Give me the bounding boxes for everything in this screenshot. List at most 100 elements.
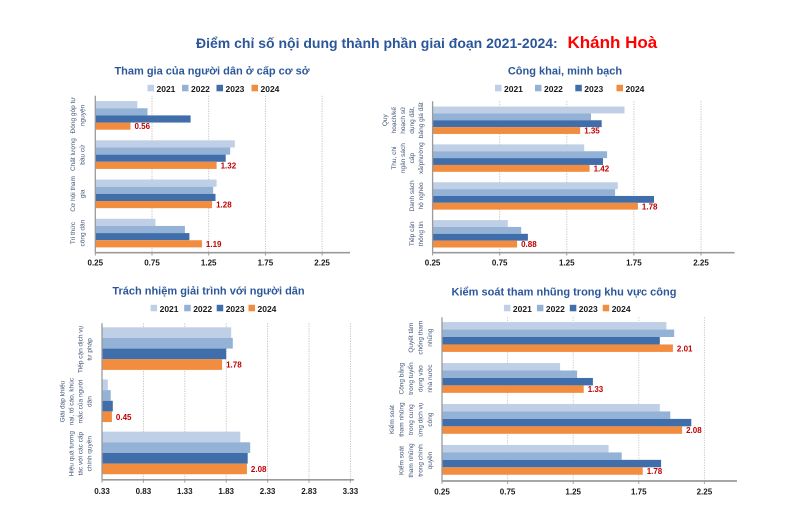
svg-text:0.83: 0.83 bbox=[136, 487, 152, 496]
svg-text:1.25: 1.25 bbox=[559, 259, 575, 268]
svg-text:2023: 2023 bbox=[584, 84, 603, 94]
svg-text:1.35: 1.35 bbox=[584, 127, 600, 136]
svg-text:nhà nước: nhà nước bbox=[427, 364, 434, 393]
svg-text:2.25: 2.25 bbox=[697, 487, 713, 496]
svg-text:nhũng: nhũng bbox=[427, 328, 434, 346]
svg-text:0.25: 0.25 bbox=[434, 487, 450, 496]
svg-text:nại, tố cáo, khúc: nại, tố cáo, khúc bbox=[67, 377, 76, 425]
svg-text:Tiếp cận: Tiếp cận bbox=[407, 221, 416, 246]
svg-text:nguyện: nguyện bbox=[80, 104, 87, 126]
svg-text:trong tuyển: trong tuyển bbox=[407, 362, 415, 395]
svg-text:1.33: 1.33 bbox=[177, 487, 193, 496]
svg-text:tác với các cấp: tác với các cấp bbox=[76, 431, 85, 475]
svg-text:0.56: 0.56 bbox=[135, 122, 151, 131]
svg-text:1.83: 1.83 bbox=[218, 487, 234, 496]
svg-text:1.33: 1.33 bbox=[588, 385, 604, 394]
svg-text:Tham gia của người dân ở cấp c: Tham gia của người dân ở cấp cơ sở bbox=[114, 66, 309, 78]
svg-text:Thu, chi: Thu, chi bbox=[391, 147, 398, 170]
svg-text:trong cung: trong cung bbox=[408, 404, 415, 435]
svg-text:gia: gia bbox=[80, 189, 87, 198]
svg-text:thông tin: thông tin bbox=[418, 221, 425, 246]
svg-text:1.25: 1.25 bbox=[201, 259, 217, 268]
svg-text:hộ nghèo: hộ nghèo bbox=[418, 182, 425, 209]
svg-text:0.88: 0.88 bbox=[521, 240, 537, 249]
svg-text:1.75: 1.75 bbox=[631, 487, 647, 496]
svg-text:Đóng góp tự: Đóng góp tự bbox=[70, 97, 77, 134]
svg-text:0.75: 0.75 bbox=[144, 259, 160, 268]
svg-text:dụng vào: dụng vào bbox=[417, 365, 424, 392]
svg-text:2021: 2021 bbox=[504, 84, 523, 94]
svg-text:bảng giá đất: bảng giá đất bbox=[416, 102, 425, 138]
svg-text:2022: 2022 bbox=[191, 84, 210, 94]
svg-text:0.75: 0.75 bbox=[500, 487, 516, 496]
svg-text:1.78: 1.78 bbox=[226, 361, 242, 370]
svg-text:2021: 2021 bbox=[157, 84, 176, 94]
svg-text:Quyết tâm: Quyết tâm bbox=[406, 323, 415, 353]
svg-text:1.78: 1.78 bbox=[642, 202, 658, 211]
svg-text:ứng dịch vụ: ứng dịch vụ bbox=[417, 402, 424, 436]
svg-text:công: công bbox=[427, 412, 434, 426]
svg-text:1.75: 1.75 bbox=[626, 259, 642, 268]
svg-text:quyền: quyền bbox=[425, 451, 434, 469]
svg-text:2.83: 2.83 bbox=[301, 487, 317, 496]
svg-text:Chất lượng: Chất lượng bbox=[68, 138, 77, 171]
svg-text:1.25: 1.25 bbox=[565, 487, 581, 496]
svg-text:trong chính: trong chính bbox=[417, 444, 424, 477]
svg-text:3.33: 3.33 bbox=[343, 487, 359, 496]
svg-text:0.25: 0.25 bbox=[425, 259, 441, 268]
svg-text:Kiểm soát: Kiểm soát bbox=[397, 446, 405, 475]
svg-text:Cơ hội tham: Cơ hội tham bbox=[70, 176, 77, 212]
svg-text:Kiểm soát: Kiểm soát bbox=[388, 405, 396, 434]
svg-text:bầu cử: bầu cử bbox=[78, 144, 87, 165]
svg-text:2022: 2022 bbox=[546, 304, 565, 314]
svg-text:Trách nhiệm giải trình với ngư: Trách nhiệm giải trình với người dân bbox=[112, 286, 305, 298]
svg-text:Tiếp cận dịch vụ: Tiếp cận dịch vụ bbox=[76, 325, 85, 372]
svg-text:Công khai, minh bạch: Công khai, minh bạch bbox=[508, 66, 623, 78]
svg-text:0.45: 0.45 bbox=[116, 413, 132, 422]
svg-text:dân: dân bbox=[87, 396, 94, 407]
svg-text:tư pháp: tư pháp bbox=[87, 338, 94, 361]
svg-text:2024: 2024 bbox=[261, 84, 280, 94]
svg-text:2023: 2023 bbox=[226, 84, 245, 94]
svg-text:0.33: 0.33 bbox=[94, 487, 110, 496]
svg-text:2023: 2023 bbox=[226, 304, 245, 314]
svg-text:1.28: 1.28 bbox=[216, 201, 232, 210]
svg-text:Khánh Hoà: Khánh Hoà bbox=[568, 33, 658, 52]
svg-text:mắc của người: mắc của người bbox=[76, 380, 85, 424]
svg-text:1.42: 1.42 bbox=[594, 165, 610, 174]
svg-text:Hiệu quả tương: Hiệu quả tương bbox=[69, 431, 76, 477]
svg-text:ngân sách: ngân sách bbox=[400, 143, 407, 173]
svg-text:tham nhũng: tham nhũng bbox=[408, 443, 415, 478]
svg-text:1.78: 1.78 bbox=[647, 467, 663, 476]
svg-text:chống tham: chống tham bbox=[415, 321, 424, 355]
svg-text:0.75: 0.75 bbox=[492, 259, 508, 268]
svg-text:hoạch sử: hoạch sử bbox=[399, 106, 407, 134]
svg-text:0.25: 0.25 bbox=[88, 259, 104, 268]
svg-text:2.01: 2.01 bbox=[677, 344, 693, 353]
svg-text:Kiểm soát tham nhũng trong khu: Kiểm soát tham nhũng trong khu vực công bbox=[452, 287, 677, 299]
svg-text:2021: 2021 bbox=[513, 304, 532, 314]
svg-text:dụng đất,: dụng đất, bbox=[407, 106, 416, 133]
svg-text:Công bằng: Công bằng bbox=[396, 362, 405, 394]
svg-text:2022: 2022 bbox=[544, 84, 563, 94]
svg-text:1.19: 1.19 bbox=[206, 240, 222, 249]
svg-text:hoạch/kế: hoạch/kế bbox=[389, 107, 398, 134]
svg-text:2024: 2024 bbox=[626, 84, 645, 94]
svg-text:2024: 2024 bbox=[258, 304, 277, 314]
svg-text:1.32: 1.32 bbox=[221, 162, 237, 171]
svg-text:2021: 2021 bbox=[160, 304, 179, 314]
svg-text:2.33: 2.33 bbox=[260, 487, 276, 496]
svg-text:chính quyền: chính quyền bbox=[85, 436, 94, 472]
svg-text:xã/phường: xã/phường bbox=[418, 142, 425, 174]
svg-text:2.25: 2.25 bbox=[693, 259, 709, 268]
svg-text:2.25: 2.25 bbox=[314, 259, 330, 268]
svg-text:cấp: cấp bbox=[407, 152, 416, 163]
svg-text:tham nhũng: tham nhũng bbox=[398, 402, 405, 437]
svg-text:2023: 2023 bbox=[579, 304, 598, 314]
svg-text:2022: 2022 bbox=[193, 304, 212, 314]
svg-text:2.08: 2.08 bbox=[251, 465, 267, 474]
svg-text:1.75: 1.75 bbox=[258, 259, 274, 268]
svg-text:2.08: 2.08 bbox=[686, 426, 702, 435]
svg-text:Danh sách: Danh sách bbox=[409, 180, 416, 211]
svg-text:Tri thức: Tri thức bbox=[70, 221, 77, 244]
